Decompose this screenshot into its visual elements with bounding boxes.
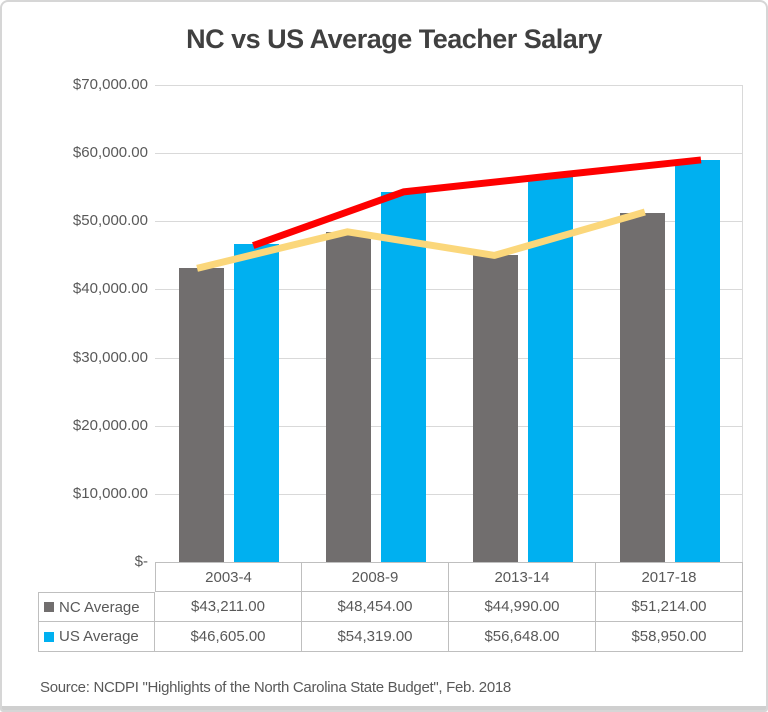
y-axis-tick-label: $20,000.00 <box>72 416 148 434</box>
trend-line-us-average <box>252 156 702 249</box>
y-axis-tick-label: $- <box>134 553 148 570</box>
table-value-nc-average-2008-9: $48,454.00 <box>302 592 449 622</box>
table-header-2008-9: 2008-9 <box>302 562 449 592</box>
data-table: 2003-4 2008-9 2013-14 2017-18 NC Average $43,… <box>38 562 743 652</box>
table-header-2003-4: 2003-4 <box>155 562 302 592</box>
y-axis: $70,000.00 $60,000.00 $50,000.00 $40,000.00… <box>2 76 148 570</box>
y-axis-tick-label: $70,000.00 <box>72 76 148 93</box>
bar-us-average-2003-4 <box>233 244 279 562</box>
bar-nc-average-2013-14 <box>472 255 518 562</box>
y-axis-tick-label: $50,000.00 <box>72 212 148 230</box>
table-value-nc-average-2003-4: $43,211.00 <box>155 592 302 622</box>
table-value-us-average-2003-4: $46,605.00 <box>155 622 302 652</box>
bar-us-average-2008-9 <box>380 191 426 562</box>
y-axis-tick-label: $40,000.00 <box>72 280 148 298</box>
gridline <box>155 357 743 359</box>
table-header-2017-18: 2017-18 <box>596 562 743 592</box>
table-corner-empty <box>38 562 155 592</box>
y-axis-tick-label: $30,000.00 <box>72 348 148 366</box>
bottom-edge <box>2 706 766 710</box>
trend-line-nc-average <box>196 208 646 272</box>
gridline <box>155 289 743 291</box>
legend-key-nc-average <box>44 602 54 612</box>
bar-nc-average-2008-9 <box>325 231 371 562</box>
table-value-nc-average-2013-14: $44,990.00 <box>449 592 596 622</box>
gridline <box>155 493 743 495</box>
legend-label-nc-average: NC Average <box>59 598 140 616</box>
table-value-nc-average-2017-18: $51,214.00 <box>596 592 743 622</box>
legend-key-us-average <box>44 631 54 642</box>
table-value-us-average-2013-14: $56,648.00 <box>449 622 596 652</box>
table-value-us-average-2017-18: $58,950.00 <box>596 622 743 652</box>
y-axis-tick-label: $10,000.00 <box>72 484 148 502</box>
bar-nc-average-2003-4 <box>178 267 224 562</box>
trend-lines <box>196 156 702 272</box>
gridline <box>155 221 743 223</box>
table-header-2013-14: 2013-14 <box>449 562 596 592</box>
table-value-us-average-2008-9: $54,319.00 <box>302 622 449 652</box>
plot-area <box>155 85 743 562</box>
legend-cell-nc-average: NC Average <box>38 592 155 622</box>
gridline <box>155 153 743 155</box>
legend-label-us-average: US Average <box>59 628 139 645</box>
source-note: Source: NCDPI "Highlights of the North C… <box>40 679 511 696</box>
bar-us-average-2017-18 <box>674 160 720 562</box>
chart-title: NC vs US Average Teacher Salary <box>186 24 602 54</box>
legend-cell-us-average: US Average <box>38 622 155 652</box>
gridline <box>155 425 743 427</box>
plot-right-border <box>742 85 743 562</box>
y-axis-tick-label: $60,000.00 <box>72 144 148 162</box>
gridline <box>155 85 743 86</box>
bar-nc-average-2017-18 <box>619 213 665 562</box>
